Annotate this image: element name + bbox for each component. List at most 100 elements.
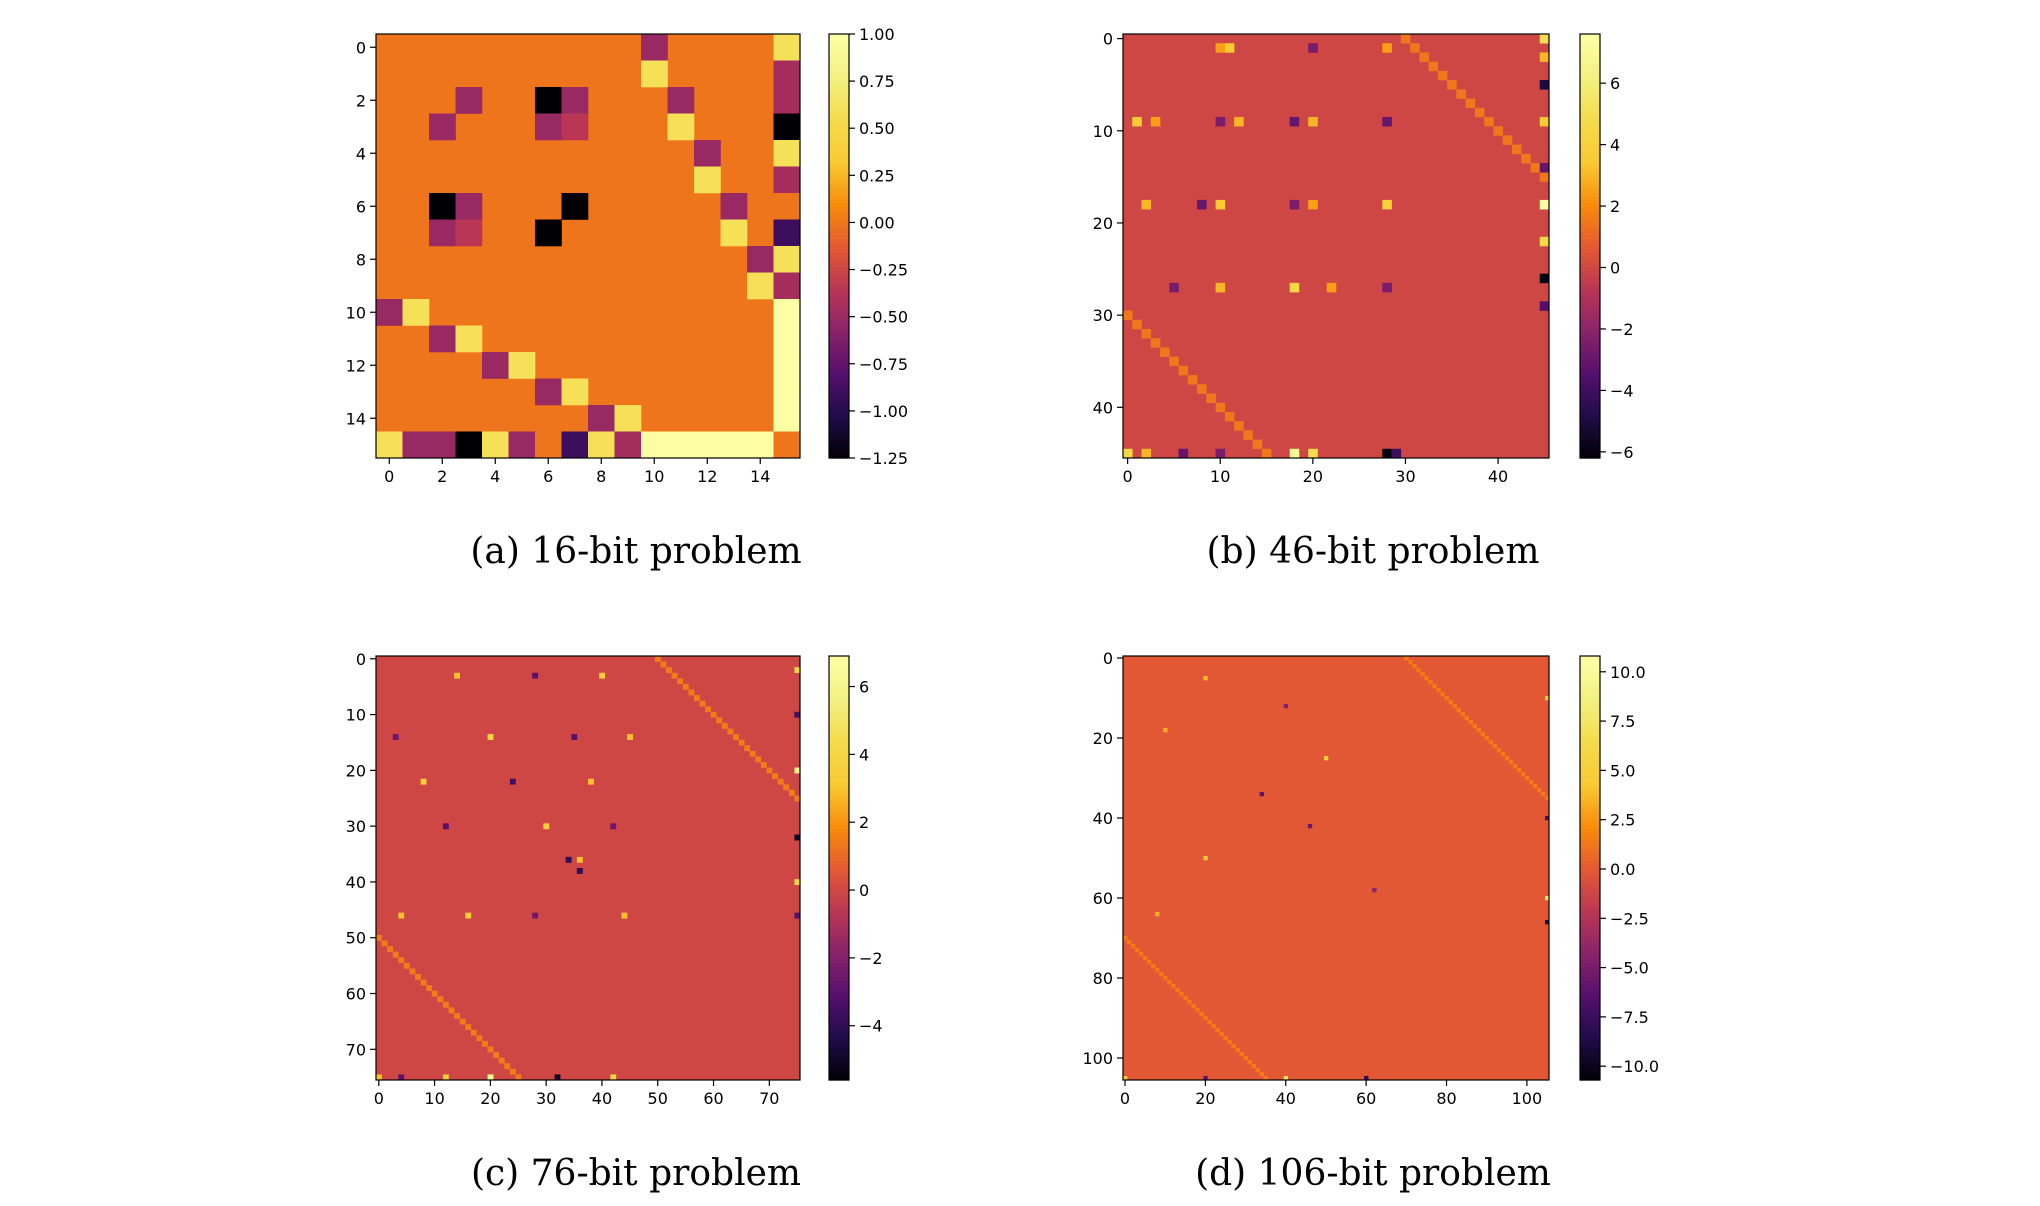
heatmap-diagonal-cell [1243,430,1253,440]
colorbar-segment [1580,663,1600,668]
colorbar-segment [1580,334,1600,339]
heatmap-cell [392,734,399,740]
heatmap-diagonal-cell [671,672,678,679]
colorbar-frame [828,655,850,1081]
heatmap-panel-a: 0 2 4 6 8 10 12 14 0 2 4 6 8 10 12 14 1.00 0.75 0.50 0.25 0.… [346,25,908,572]
colorbar-segment [1580,709,1600,714]
colorbar-segment [829,931,849,936]
heatmap-cell [429,325,456,353]
colorbar-tick-label: 2 [859,813,869,832]
colorbar-segment [1580,991,1600,996]
colorbar-segment [1580,76,1600,81]
heatmap-diagonal-cell [1500,752,1506,757]
colorbar-segment [1580,224,1600,229]
heatmap-cell [1289,116,1300,127]
heatmap-diagonal-cell [1511,144,1522,155]
heatmap-cell [773,405,801,432]
colorbar-segment [1580,387,1600,392]
colorbar-segment [829,62,849,67]
colorbar-segment [1580,408,1600,413]
heatmap-diagonal-cell [459,1018,466,1025]
heatmap-diagonal-cell [509,1068,516,1075]
colorbar-segment [1580,79,1600,85]
colorbar-segment [829,1030,849,1035]
colorbar-tick-label: 10.0 [1610,663,1646,682]
colorbar-tick-label: 0.0 [1610,860,1635,879]
y-tick-label: 10 [346,706,366,725]
heatmap-diagonal-cell [788,789,795,796]
heatmap-diagonal-cell [1207,1020,1212,1025]
heatmap-diagonal-cell [1444,696,1449,701]
colorbar-segment [1580,249,1600,254]
colorbar-segment [1580,108,1600,113]
colorbar-segment [829,772,849,777]
colorbar-segment [829,733,849,738]
colorbar-segment [829,196,849,201]
heatmap-cell [720,219,748,247]
y-tick-label: 60 [1093,889,1113,908]
colorbar-segment [829,896,849,901]
heatmap-cell [402,299,430,326]
colorbar-segment [829,988,849,993]
colorbar-segment [1580,875,1600,880]
colorbar-segment [829,670,849,675]
heatmap-diagonal-cell [1215,1028,1220,1033]
colorbar-segment [1580,51,1600,56]
colorbar-segment [1580,807,1600,813]
heatmap-cell [1539,273,1550,284]
colorbar-segment [1580,178,1600,183]
colorbar-segment [1580,65,1600,70]
colorbar-segment [1580,87,1600,92]
colorbar-segment [1580,242,1600,247]
heatmap-cell [773,166,801,194]
colorbar-segment [1580,348,1600,353]
heatmap-cell [588,431,615,459]
colorbar-segment [1580,885,1600,890]
heatmap-diagonal-cell [660,661,667,668]
heatmap-diagonal-cell [1456,89,1466,99]
heatmap-cell [376,431,403,459]
colorbar-segment [1580,988,1600,993]
colorbar-segment [829,101,849,106]
colorbar-segment [829,284,849,289]
colorbar-segment [829,246,849,251]
heatmap-cell [1283,704,1289,709]
heatmap-diagonal-cell [749,750,756,757]
heatmap-diagonal-cell [1255,1068,1260,1073]
heatmap-diagonal-cell [420,979,427,986]
colorbar-segment [829,323,849,328]
heatmap-cell [1308,448,1318,459]
heatmap-diagonal-cell [1508,760,1514,765]
colorbar-segment [829,405,849,410]
heatmap-diagonal-cell [387,946,394,952]
colorbar-segment [1580,829,1600,834]
heatmap-diagonal-cell [1167,980,1172,985]
heatmap-diagonal-cell [1484,736,1490,741]
y-tick-label: 70 [346,1040,366,1059]
heatmap-diagonal-cell [1428,61,1439,72]
colorbar-segment [829,299,849,304]
heatmap-cell [1382,43,1392,53]
colorbar-segment [829,836,849,841]
colorbar-segment [829,974,849,979]
colorbar-segment [1580,44,1600,49]
heatmap-diagonal-cell [1261,448,1272,459]
colorbar-segment [1580,175,1600,180]
colorbar-segment [1580,383,1600,388]
colorbar-frame [828,33,850,459]
colorbar-segment [1580,161,1600,166]
colorbar-segment [1580,394,1600,399]
colorbar-segment [1580,440,1600,445]
colorbar-segment [1580,341,1600,346]
heatmap-cell [794,834,801,841]
colorbar-segment [829,341,849,346]
heatmap-diagonal-cell [1465,98,1476,109]
heatmap-background [1123,656,1549,1080]
heatmap-diagonal-cell [1460,712,1465,717]
heatmap-diagonal-cell [482,1040,488,1047]
heatmap-diagonal-cell [504,1063,511,1070]
colorbar-segment [829,415,849,420]
y-tick-label: 20 [1093,214,1113,233]
colorbar-segment [1580,270,1600,275]
colorbar-segment [1580,839,1600,844]
